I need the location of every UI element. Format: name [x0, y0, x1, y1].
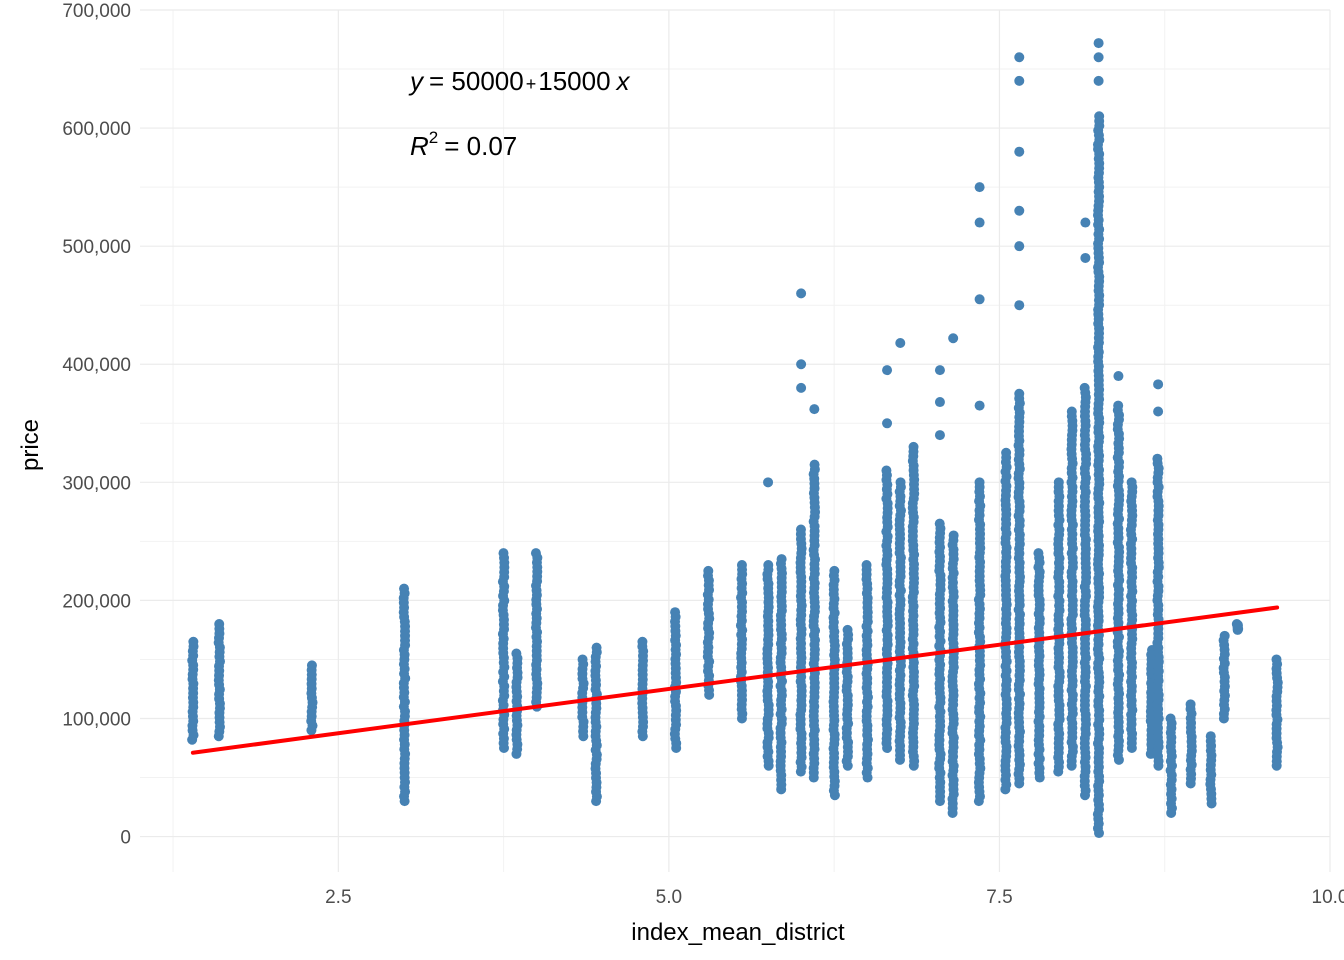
- data-point: [1033, 548, 1044, 559]
- x-tick-label: 5.0: [656, 887, 682, 908]
- data-point: [882, 365, 893, 376]
- data-point: [934, 365, 945, 376]
- data-point: [948, 333, 959, 344]
- data-point: [1126, 477, 1137, 488]
- data-point: [1165, 713, 1176, 724]
- data-point: [842, 624, 853, 635]
- regression-line-group: [190, 605, 1280, 755]
- data-point: [1153, 379, 1164, 390]
- data-point: [1014, 52, 1025, 63]
- x-axis-title: index_mean_district: [631, 919, 845, 946]
- data-point: [1014, 205, 1025, 216]
- data-point: [1053, 477, 1064, 488]
- x-tick-label: 7.5: [986, 887, 1012, 908]
- x-tick-label: 10.0: [1312, 887, 1344, 908]
- data-point: [809, 459, 820, 470]
- y-tick-label: 300,000: [62, 473, 131, 494]
- data-point: [948, 530, 959, 541]
- data-point: [796, 359, 807, 370]
- data-point: [498, 548, 509, 559]
- y-tick-label: 400,000: [62, 355, 131, 376]
- data-point: [1271, 654, 1282, 665]
- r-squared-label: R2 = 0.07: [410, 128, 517, 161]
- data-point: [1093, 52, 1104, 63]
- data-point: [1153, 406, 1164, 417]
- data-point: [861, 559, 872, 570]
- data-point: [974, 182, 985, 193]
- data-point: [974, 294, 985, 305]
- y-tick-label: 200,000: [62, 591, 131, 612]
- grid-lines: [140, 9, 1331, 872]
- data-point: [1219, 630, 1230, 641]
- data-point: [591, 642, 602, 653]
- data-point: [188, 636, 199, 647]
- data-point: [214, 619, 225, 630]
- data-point: [1113, 371, 1124, 382]
- data-point: [882, 418, 893, 429]
- y-tick-label: 600,000: [62, 119, 131, 140]
- data-point: [1066, 406, 1077, 417]
- data-point: [974, 400, 985, 411]
- y-tick-label: 700,000: [62, 1, 131, 22]
- data-point: [908, 441, 919, 452]
- y-tick-label: 100,000: [62, 709, 131, 730]
- y-tick-label: 500,000: [62, 237, 131, 258]
- data-point: [796, 382, 807, 393]
- data-point: [881, 465, 892, 476]
- data-point: [1014, 75, 1025, 86]
- data-point: [934, 430, 945, 441]
- data-point: [763, 559, 774, 570]
- data-point: [1079, 382, 1090, 393]
- data-point: [736, 559, 747, 570]
- data-point: [974, 477, 985, 488]
- data-point: [1113, 400, 1124, 411]
- data-point: [829, 565, 840, 576]
- data-point: [895, 337, 906, 348]
- data-point: [511, 648, 522, 659]
- data-point: [530, 548, 541, 559]
- data-point: [577, 654, 588, 665]
- data-points: [187, 38, 1283, 839]
- data-point: [934, 518, 945, 529]
- data-point: [1094, 111, 1105, 122]
- data-point: [1014, 300, 1025, 311]
- data-point: [1014, 241, 1025, 252]
- data-point: [1001, 447, 1012, 458]
- data-point: [306, 660, 317, 671]
- data-point: [934, 397, 945, 408]
- y-axis-title: price: [17, 419, 44, 471]
- data-point: [1205, 731, 1216, 742]
- data-point: [1093, 38, 1104, 49]
- y-tick-label: 0: [120, 828, 131, 849]
- axis-labels: 2.5 5.0 7.5 10.0 0 100,000 200,000 300,000 400,0…: [62, 1, 1344, 908]
- x-tick-label: 2.5: [325, 887, 351, 908]
- data-point: [795, 524, 806, 535]
- data-point: [776, 554, 787, 565]
- data-point: [763, 477, 774, 488]
- data-point: [796, 288, 807, 299]
- regression-equation: y = 50000 +15000 x: [408, 66, 631, 96]
- data-point: [1231, 619, 1242, 630]
- data-point: [1014, 146, 1025, 157]
- data-point: [1152, 453, 1163, 464]
- data-point: [809, 404, 820, 415]
- regression-line: [190, 605, 1280, 755]
- data-point: [895, 477, 906, 488]
- data-point: [399, 583, 410, 594]
- data-point: [670, 607, 681, 618]
- data-point: [1014, 388, 1025, 399]
- data-point: [1185, 699, 1196, 710]
- data-point: [974, 217, 985, 228]
- data-point: [703, 565, 714, 576]
- data-point: [1080, 252, 1091, 263]
- data-point: [1093, 75, 1104, 86]
- data-point: [1080, 217, 1091, 228]
- data-point: [637, 636, 648, 647]
